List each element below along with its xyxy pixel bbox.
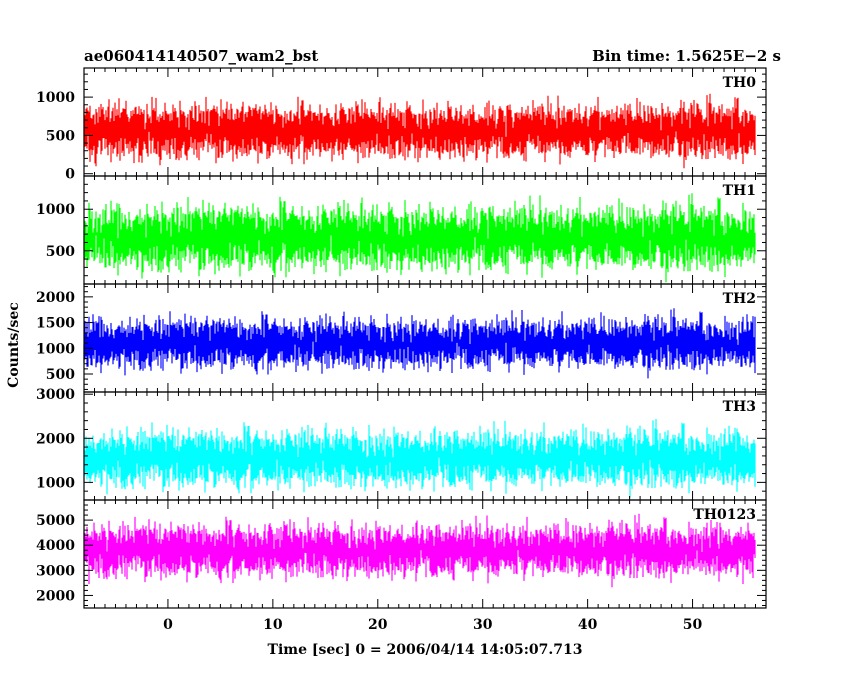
y-tick-label-th2: 2000 bbox=[36, 290, 75, 306]
y-tick-label-th0: 1000 bbox=[36, 90, 75, 106]
y-tick-label-th3: 2000 bbox=[36, 431, 75, 447]
panel-label-th3: TH3 bbox=[723, 399, 756, 415]
x-tick-label: 30 bbox=[473, 617, 493, 633]
panel-label-th0: TH0 bbox=[723, 75, 757, 91]
y-tick-label-th0: 500 bbox=[46, 128, 75, 144]
y-tick-label-th1: 1000 bbox=[36, 202, 75, 218]
y-tick-label-th2: 1500 bbox=[36, 316, 75, 332]
y-tick-label-th0123: 2000 bbox=[36, 588, 75, 604]
y-axis-label: Counts/sec bbox=[6, 302, 22, 388]
series-line-th0 bbox=[83, 93, 756, 169]
x-tick-label: 40 bbox=[578, 617, 598, 633]
y-tick-label-th3: 3000 bbox=[36, 387, 75, 403]
y-tick-label-th1: 500 bbox=[46, 244, 75, 260]
chart-title-left: ae060414140507_wam2_bst bbox=[84, 47, 318, 65]
y-tick-label-th0123: 4000 bbox=[36, 538, 75, 554]
chart-title-right: Bin time: 1.5625E−2 s bbox=[592, 47, 781, 65]
x-tick-label: 0 bbox=[163, 617, 173, 633]
panel-label-th2: TH2 bbox=[723, 291, 756, 307]
y-tick-label-th2: 1000 bbox=[36, 341, 75, 357]
y-tick-label-th2: 500 bbox=[46, 367, 75, 383]
x-tick-label: 10 bbox=[263, 617, 283, 633]
panel-label-th1: TH1 bbox=[723, 183, 756, 199]
y-tick-label-th3: 1000 bbox=[36, 475, 75, 491]
x-tick-label: 20 bbox=[368, 617, 388, 633]
y-tick-label-th0123: 3000 bbox=[36, 563, 75, 579]
panel-frame-th0123 bbox=[83, 499, 767, 609]
x-axis-label: Time [sec] 0 = 2006/04/14 14:05:07.713 bbox=[268, 642, 583, 658]
x-tick-label: 50 bbox=[683, 617, 703, 633]
series-line-th3 bbox=[83, 419, 756, 498]
series-line-th1 bbox=[83, 193, 756, 283]
series-line-th2 bbox=[83, 308, 756, 379]
y-tick-label-th0: 0 bbox=[65, 167, 75, 183]
panels-group: 0 500 1000 TH0 500 1000 TH1 500 1000 1500 2000 TH2 1… bbox=[36, 67, 767, 609]
y-tick-label-th0123: 5000 bbox=[36, 513, 75, 529]
series-line-th0123 bbox=[83, 513, 756, 588]
x-axis: 0 10 20 30 40 50 bbox=[163, 617, 702, 633]
panel-label-th0123: TH0123 bbox=[693, 507, 756, 523]
